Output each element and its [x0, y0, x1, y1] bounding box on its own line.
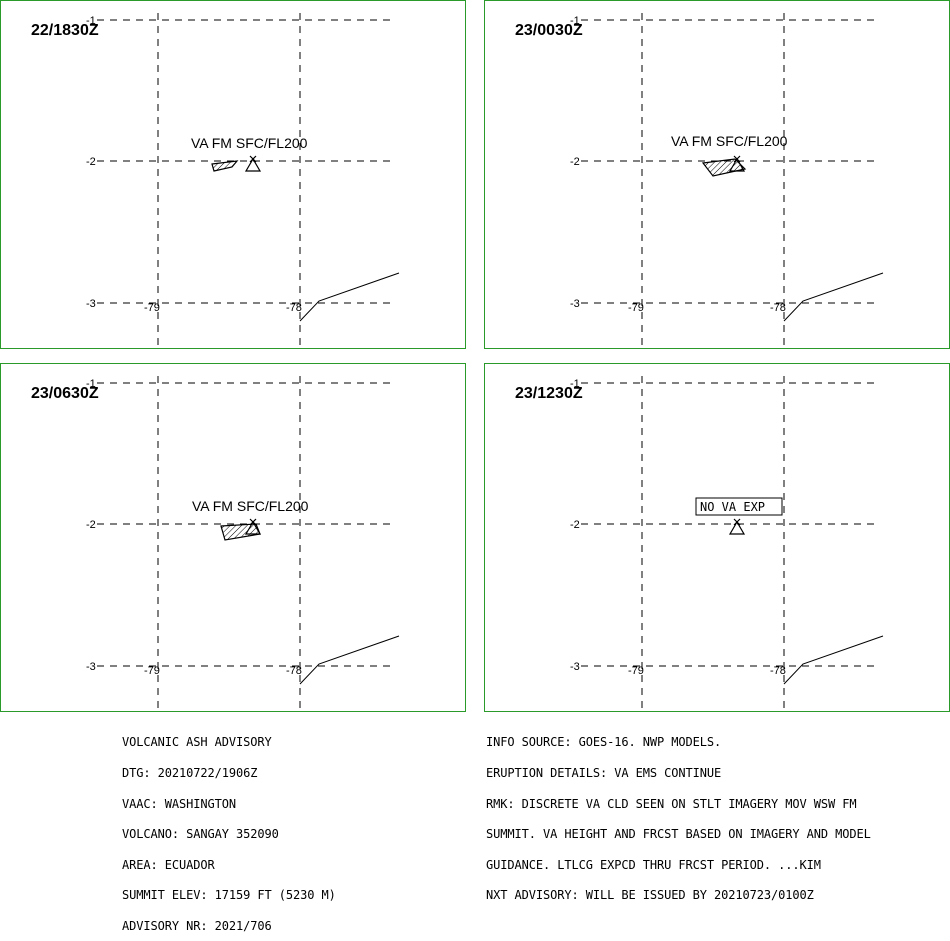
no-ash-box: [695, 497, 783, 516]
lon-tick-a: -79: [628, 302, 644, 314]
coastline: [299, 635, 400, 685]
volcano-triangle-icon: [244, 155, 262, 172]
lat-tick-bot: -3: [86, 661, 96, 673]
volcano-triangle-icon: [728, 518, 746, 535]
map-panel-4: -1 -2 -3 -79 -78 23/1230Z NO VA EXP: [515, 376, 884, 709]
ash-label: VA FM SFC/FL200: [192, 498, 309, 514]
lon-tick-a: -79: [144, 665, 160, 677]
map-panel-3: -1 -2 -3 -79 -78 23/0630Z VA FM SFC/FL20…: [31, 376, 400, 709]
forecast-panel-4: -1 -2 -3 -79 -78 23/1230Z NO VA EXP: [484, 363, 950, 712]
ash-cloud-polygon: [220, 523, 261, 541]
advisory-info-right: INFO SOURCE: GOES-16. NWP MODELS. ERUPTI…: [486, 717, 871, 911]
forecast-panel-3: -1 -2 -3 -79 -78 23/0630Z VA FM SFC/FL20…: [0, 363, 466, 712]
lat-tick-top: -1: [570, 15, 580, 27]
lon-tick-b: -78: [770, 665, 786, 677]
coastline: [783, 635, 884, 685]
coastline: [783, 272, 884, 322]
coastline: [299, 272, 400, 322]
lat-tick-mid: -2: [570, 519, 580, 531]
advisory-line: GUIDANCE. LTLCG EXPCD THRU FRCST PERIOD.…: [486, 857, 821, 872]
lat-tick-mid: -2: [570, 156, 580, 168]
lat-tick-top: -1: [86, 15, 96, 27]
lon-tick-a: -79: [144, 302, 160, 314]
lon-tick-b: -78: [286, 665, 302, 677]
ash-label: NO VA EXP: [700, 500, 765, 514]
ash-label: VA FM SFC/FL200: [191, 135, 308, 151]
advisory-line: VAAC: WASHINGTON: [122, 796, 236, 811]
advisory-line: RMK: DISCRETE VA CLD SEEN ON STLT IMAGER…: [486, 796, 857, 811]
map-panel-2: -1 -2 -3 -79 -78 23/0030Z VA FM SFC/FL20…: [515, 13, 884, 346]
advisory-line: SUMMIT ELEV: 17159 FT (5230 M): [122, 888, 336, 903]
advisory-line: DTG: 20210722/1906Z: [122, 766, 258, 781]
advisory-info-left: VOLCANIC ASH ADVISORY DTG: 20210722/1906…: [122, 717, 336, 941]
advisory-line: ERUPTION DETAILS: VA EMS CONTINUE: [486, 766, 722, 781]
lat-tick-mid: -2: [86, 519, 96, 531]
advisory-line: ADVISORY NR: 2021/706: [122, 919, 272, 934]
advisory-line: VOLCANO: SANGAY 352090: [122, 827, 279, 842]
forecast-panel-1: -1 -2 -3 -79 -78 22/1830Z VA FM SFC/FL20…: [0, 0, 466, 349]
valid-time: 23/0630Z: [31, 385, 99, 402]
valid-time: 22/1830Z: [31, 22, 99, 39]
map-panel-1: -1 -2 -3 -79 -78 22/1830Z VA FM SFC/FL20…: [31, 13, 400, 346]
lat-tick-bot: -3: [570, 298, 580, 310]
valid-time: 23/1230Z: [515, 385, 583, 402]
advisory-line: VOLCANIC ASH ADVISORY: [122, 735, 272, 750]
ash-cloud-polygon: [211, 160, 239, 172]
lon-tick-b: -78: [286, 302, 302, 314]
advisory-line: AREA: ECUADOR: [122, 857, 215, 872]
advisory-line: INFO SOURCE: GOES-16. NWP MODELS.: [486, 735, 722, 750]
valid-time: 23/0030Z: [515, 22, 583, 39]
lat-tick-bot: -3: [570, 661, 580, 673]
lon-tick-b: -78: [770, 302, 786, 314]
lon-tick-a: -79: [628, 665, 644, 677]
forecast-panel-2: -1 -2 -3 -79 -78 23/0030Z VA FM SFC/FL20…: [484, 0, 950, 349]
advisory-line: NXT ADVISORY: WILL BE ISSUED BY 20210723…: [486, 888, 814, 903]
lat-tick-top: -1: [570, 378, 580, 390]
ash-label: VA FM SFC/FL200: [671, 133, 788, 149]
advisory-line: SUMMIT. VA HEIGHT AND FRCST BASED ON IMA…: [486, 827, 871, 842]
volcano-triangle-icon: [244, 518, 262, 535]
lat-tick-bot: -3: [86, 298, 96, 310]
lat-tick-mid: -2: [86, 156, 96, 168]
lat-tick-top: -1: [86, 378, 96, 390]
volcano-triangle-icon: [728, 155, 746, 172]
